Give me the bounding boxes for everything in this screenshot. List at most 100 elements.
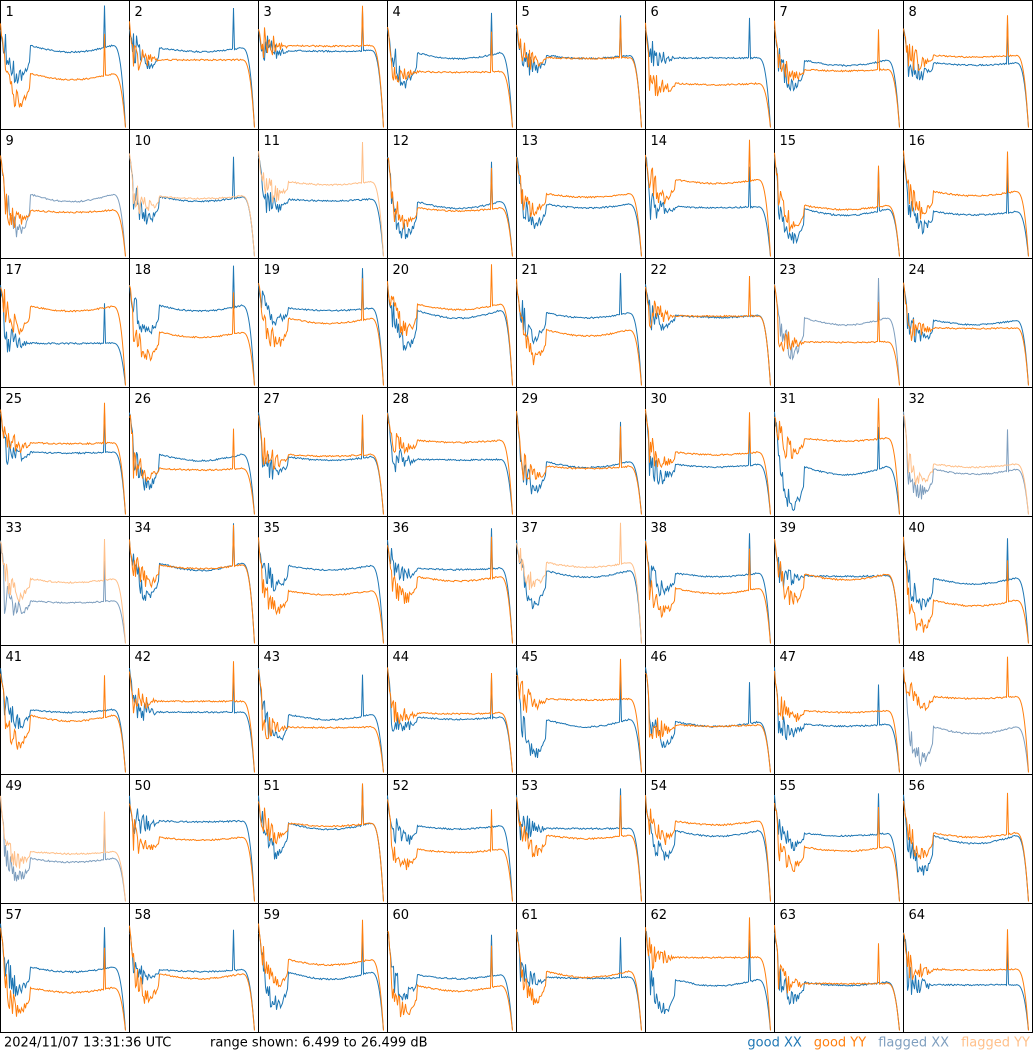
yy-curve: [0, 673, 126, 773]
panel-label: 33: [6, 521, 23, 536]
panel: 54: [645, 774, 775, 904]
panel: 23: [774, 258, 904, 388]
yy-curve: [0, 927, 126, 1031]
panel: 59: [258, 903, 388, 1033]
xx-curve: [258, 540, 384, 644]
yy-curve: [0, 402, 126, 515]
yy-curve: [903, 536, 1029, 644]
panel-frame: [774, 774, 904, 904]
panel: 57: [0, 903, 130, 1033]
panel: 3: [258, 0, 388, 130]
xx-curve: [645, 795, 771, 902]
panel-frame: [516, 774, 646, 904]
panel-frame: [774, 903, 904, 1033]
yy-curve: [645, 541, 771, 644]
panel: 13: [516, 129, 646, 259]
panel-label: 58: [135, 908, 152, 923]
yy-curve: [645, 795, 771, 902]
yy-curve: [258, 919, 384, 1031]
panel: 29: [516, 387, 646, 517]
panel-frame: [258, 645, 388, 775]
panel-label: 10: [135, 134, 152, 149]
yy-curve: [129, 153, 255, 257]
yy-curve: [645, 275, 771, 386]
panel-frame: [0, 774, 130, 904]
xx-curve: [129, 795, 255, 902]
panel-frame: [258, 903, 388, 1033]
panel-frame: [129, 129, 259, 259]
xx-curve: [129, 7, 255, 128]
panel: 1: [0, 0, 130, 130]
xx-curve: [387, 284, 513, 386]
yy-curve: [774, 398, 900, 515]
panel-frame: [516, 903, 646, 1033]
panel: 33: [0, 516, 130, 646]
panel: 28: [387, 387, 517, 517]
panel: 6: [645, 0, 775, 130]
panel-label: 20: [393, 263, 410, 278]
panel-label: 48: [909, 650, 926, 665]
panel: 41: [0, 645, 130, 775]
panel-frame: [645, 645, 775, 775]
panel-label: 28: [393, 392, 410, 407]
panel-label: 12: [393, 134, 410, 149]
panel-label: 42: [135, 650, 152, 665]
yy-curve: [258, 537, 384, 644]
panel-frame: [516, 387, 646, 517]
xx-curve: [0, 923, 126, 1031]
panel-label: 23: [780, 263, 797, 278]
yy-curve: [516, 658, 642, 773]
panel: 60: [387, 903, 517, 1033]
panel-frame: [645, 516, 775, 646]
panel: 16: [903, 129, 1033, 259]
panel-label: 1: [6, 5, 14, 20]
panel: 22: [645, 258, 775, 388]
panel: 52: [387, 774, 517, 904]
yy-curve: [0, 155, 126, 257]
panel-label: 17: [6, 263, 23, 278]
panel: 11: [258, 129, 388, 259]
xx-curve: [903, 667, 1029, 773]
legend-entry: flagged XX: [878, 1036, 949, 1051]
yy-curve: [903, 150, 1029, 257]
panel-label: 50: [135, 779, 152, 794]
yy-curve: [0, 287, 126, 386]
yy-curve: [129, 414, 255, 515]
xx-curve: [903, 283, 1029, 386]
panel-label: 26: [135, 392, 152, 407]
panel: 18: [129, 258, 259, 388]
panel-label: 4: [393, 5, 401, 20]
yy-curve: [645, 408, 771, 515]
xx-curve: [129, 412, 255, 515]
panel-label: 59: [264, 908, 281, 923]
panel: 43: [258, 645, 388, 775]
panel-frame: [645, 0, 775, 130]
panel-frame: [0, 258, 130, 388]
legend-entry: flagged YY: [961, 1036, 1030, 1051]
yy-curve: [774, 152, 900, 257]
panel-frame: [129, 774, 259, 904]
yy-curve: [387, 536, 513, 644]
panel: 44: [387, 645, 517, 775]
panel: 61: [516, 903, 646, 1033]
panel-label: 25: [6, 392, 23, 407]
panel-frame: [516, 0, 646, 130]
panel-label: 47: [780, 650, 797, 665]
panel-label: 37: [522, 521, 539, 536]
yy-curve: [774, 284, 900, 386]
panel-label: 56: [909, 779, 926, 794]
panel-label: 40: [909, 521, 926, 536]
yy-curve: [129, 524, 255, 644]
yy-curve: [774, 20, 900, 128]
legend-entry: good YY: [814, 1036, 866, 1051]
xx-curve: [645, 931, 771, 1031]
panel-frame: [645, 903, 775, 1033]
panel-label: 43: [264, 650, 281, 665]
yy-curve: [903, 282, 1029, 386]
panel-label: 39: [780, 521, 797, 536]
panel-label: 49: [6, 779, 23, 794]
panel: 56: [903, 774, 1033, 904]
xx-curve: [645, 533, 771, 644]
panel-frame: [774, 516, 904, 646]
panel: 30: [645, 387, 775, 517]
